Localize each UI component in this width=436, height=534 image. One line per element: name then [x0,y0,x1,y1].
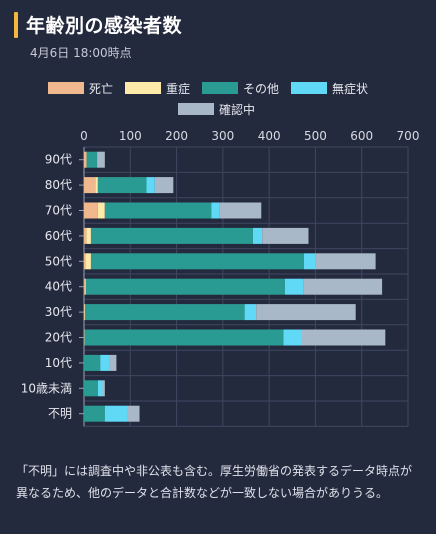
y-tick-label: 50代 [45,254,72,268]
legend-row: 確認中 [178,101,267,117]
legend-label: その他 [243,81,280,96]
bar-segment [86,227,91,244]
bar-segment [84,151,87,168]
bar-segment [85,278,285,295]
bar-segment [303,253,316,270]
bar-segment [84,253,86,270]
x-tick-label: 300 [211,129,234,143]
legend-swatch [291,82,328,94]
legend-swatch [48,82,84,94]
legend-swatch [178,103,214,115]
x-tick-label: 400 [258,129,281,143]
legend-item[interactable]: 無症状 [291,80,368,97]
page-title: 年齢別の感染者数 [26,15,183,37]
x-tick-label: 0 [80,129,88,143]
bar-segment [154,177,174,194]
bar-segment [90,227,253,244]
bar-segment [84,380,98,397]
legend-item[interactable]: 重症 [125,80,190,97]
y-tick-label: 40代 [45,280,72,294]
bar-segment [100,354,110,371]
bar-segment [109,354,117,371]
bar-segment [84,227,87,244]
legend-item[interactable]: その他 [202,80,279,97]
bar-segment [84,329,284,346]
bar-segment [97,202,105,219]
x-tick-label: 200 [165,129,188,143]
bar-segment [303,278,383,295]
bar-segment [84,405,105,422]
bar-segment [86,151,87,168]
y-tick-label: 20代 [45,331,72,345]
bar-segment [244,304,257,321]
y-tick-label: 70代 [45,204,72,218]
legend-label: 重症 [166,81,191,96]
y-tick-label: 60代 [45,229,72,243]
bar-segment [256,304,356,321]
bar-segment [97,177,147,194]
bar-segment [262,227,309,244]
bar-segment [86,151,97,168]
bar-segment [252,227,263,244]
bar-segment [211,202,220,219]
legend-swatch [125,82,162,94]
bar-segment [104,202,212,219]
bar-segment [84,278,85,295]
title-accent-bar [14,12,18,38]
bar-segment [90,253,304,270]
y-tick-label: 10代 [45,356,72,370]
x-tick-label: 600 [350,129,373,143]
bar-segment [283,329,303,346]
legend-item[interactable]: 死亡 [48,80,113,97]
footnote: 「不明」には調査中や非公表も含む。厚生労働省の発表するデータ時点が異なるため、他… [16,464,413,500]
y-tick-label: 30代 [45,305,72,319]
y-tick-label: 10歳未満 [21,381,72,395]
bar-segment [127,405,140,422]
legend-row: 死亡 重症 その他 無症状 [48,80,380,96]
bar-segment [84,177,96,194]
x-tick-label: 500 [304,129,327,143]
bar-segment [84,202,98,219]
bar-segment [104,405,128,422]
x-tick-label: 100 [119,129,142,143]
bar-segment [102,380,105,397]
bar-segment [84,304,245,321]
y-tick-label: 90代 [45,153,72,167]
bar-segment [284,278,304,295]
bar-segment [96,151,98,168]
y-tick-label: 80代 [45,178,72,192]
bar-segment [95,177,98,194]
bar-segment [84,329,85,346]
bar-segment [84,304,85,321]
bar-segment [84,354,101,371]
bar-segment [97,151,105,168]
legend-item[interactable]: 確認中 [178,101,255,118]
y-tick-label: 不明 [48,407,72,421]
legend-label: 確認中 [219,102,256,117]
x-tick-label: 700 [397,129,420,143]
bar-segment [315,253,376,270]
bar-segment [84,278,86,295]
bar-segment [85,253,91,270]
bar-segment [219,202,262,219]
legend-label: 死亡 [89,81,114,96]
timestamp: 4月6日 18:00時点 [30,46,132,60]
legend-swatch [202,82,239,94]
legend-label: 無症状 [332,81,369,96]
bar-segment [302,329,386,346]
bar-segment [146,177,155,194]
bar-segment [84,304,85,321]
stacked-bar-chart: 0 100 200 300 400 500 600 700 90代 80代 70代 60代 50代 40代… [21,129,420,427]
bar-segment [97,380,103,397]
